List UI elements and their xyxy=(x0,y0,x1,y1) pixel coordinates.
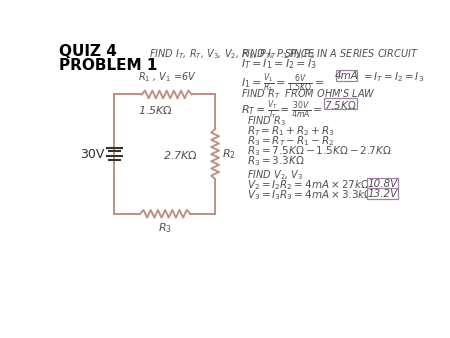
Text: $R_3 = 3.3K\Omega$: $R_3 = 3.3K\Omega$ xyxy=(247,154,305,168)
FancyBboxPatch shape xyxy=(337,70,357,81)
Text: $I_1 = \frac{V_1}{R_1} = \frac{6V}{1.5K\Omega} =$: $I_1 = \frac{V_1}{R_1} = \frac{6V}{1.5K\… xyxy=(241,71,324,95)
Text: PROBLEM 1: PROBLEM 1 xyxy=(59,57,158,72)
Text: 7.5K$\Omega$: 7.5K$\Omega$ xyxy=(324,99,357,111)
Text: $V_3 = I_3R_3 = 4mA \times 3.3k\Omega =$: $V_3 = I_3R_3 = 4mA \times 3.3k\Omega =$ xyxy=(247,188,383,202)
Text: $R_T = R_1 + R_2 + R_3$: $R_T = R_1 + R_2 + R_3$ xyxy=(247,124,335,138)
Text: FIND $R_3$: FIND $R_3$ xyxy=(247,114,286,127)
FancyBboxPatch shape xyxy=(367,188,398,199)
Text: FIND I$_T$, R$_T$, V$_3$, V$_2$, R$_3$, P$_T$, P$_1$,P$_2$,P$_3$: FIND I$_T$, R$_T$, V$_3$, V$_2$, R$_3$, … xyxy=(149,47,315,61)
Text: $R_3 = 7.5K\Omega - 1.5K\Omega - 2.7K\Omega$: $R_3 = 7.5K\Omega - 1.5K\Omega - 2.7K\Om… xyxy=(247,145,392,158)
Text: $V_2 = I_2R_2 = 4mA \times 27k\Omega =$: $V_2 = I_2R_2 = 4mA \times 27k\Omega =$ xyxy=(247,178,380,192)
Text: R$_3$: R$_3$ xyxy=(158,221,172,235)
Text: 13.2V: 13.2V xyxy=(367,189,398,199)
Text: R$_2$: R$_2$ xyxy=(222,148,236,162)
Text: $R_3 = R_T - R_1 - R_2$: $R_3 = R_T - R_1 - R_2$ xyxy=(247,135,334,148)
FancyBboxPatch shape xyxy=(367,178,398,189)
Text: $I_T = I_1 = I_2 = I_3$: $I_T = I_1 = I_2 = I_3$ xyxy=(241,57,317,71)
Text: QUIZ 4: QUIZ 4 xyxy=(59,44,117,58)
Text: 10.8V: 10.8V xyxy=(367,179,398,189)
Text: R$_1$ , V$_1$ =6V: R$_1$ , V$_1$ =6V xyxy=(138,71,197,84)
Text: 4mA: 4mA xyxy=(335,71,359,81)
Text: 30V: 30V xyxy=(80,148,104,161)
FancyBboxPatch shape xyxy=(324,98,357,109)
Text: FIND $V_2$, $V_3$: FIND $V_2$, $V_3$ xyxy=(247,168,303,182)
Text: 2.7K$\Omega$: 2.7K$\Omega$ xyxy=(163,148,198,161)
Text: FIND $I_T$  :SINCE IN A SERIES CIRCUIT: FIND $I_T$ :SINCE IN A SERIES CIRCUIT xyxy=(241,47,418,61)
Text: 1.5K$\Omega$: 1.5K$\Omega$ xyxy=(138,104,173,117)
Text: $= I_T = I_2 = I_3$: $= I_T = I_2 = I_3$ xyxy=(361,71,424,84)
Text: FIND $R_T$  FROM OHM'S LAW: FIND $R_T$ FROM OHM'S LAW xyxy=(241,88,376,101)
Text: $R_T = \frac{V_T}{I_T} = \frac{30V}{4mA} =$: $R_T = \frac{V_T}{I_T} = \frac{30V}{4mA}… xyxy=(241,98,323,122)
